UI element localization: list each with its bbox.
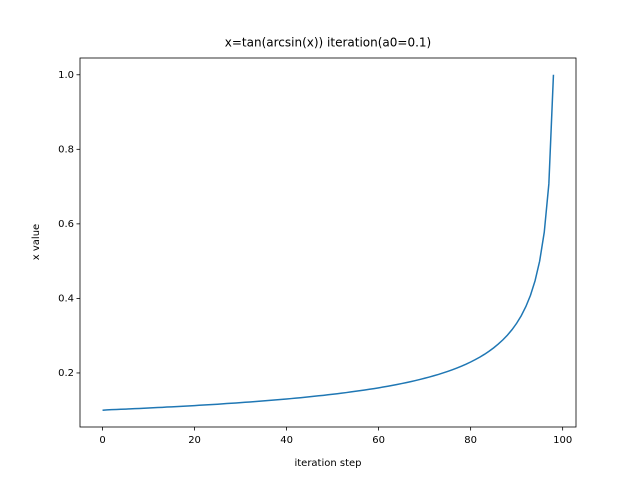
x-tick-label: 40	[280, 435, 293, 446]
y-tick-label: 0.4	[58, 293, 74, 304]
x-tick-label: 20	[188, 435, 201, 446]
plot-frame	[79, 57, 577, 428]
y-tick-label: 0.2	[58, 368, 74, 379]
x-tick-label: 60	[372, 435, 385, 446]
y-tick-label: 0.6	[58, 219, 74, 230]
chart-title: x=tan(arcsin(x)) iteration(a0=0.1)	[225, 36, 431, 50]
y-axis-label: x value	[31, 224, 42, 260]
x-tick-label: 100	[553, 435, 572, 446]
x-tick-label: 0	[99, 435, 105, 446]
y-tick-label: 0.8	[58, 144, 74, 155]
y-tick-label: 1.0	[58, 70, 74, 81]
x-axis-label: iteration step	[294, 458, 361, 469]
x-tick-label: 80	[464, 435, 477, 446]
data-line	[102, 74, 555, 411]
